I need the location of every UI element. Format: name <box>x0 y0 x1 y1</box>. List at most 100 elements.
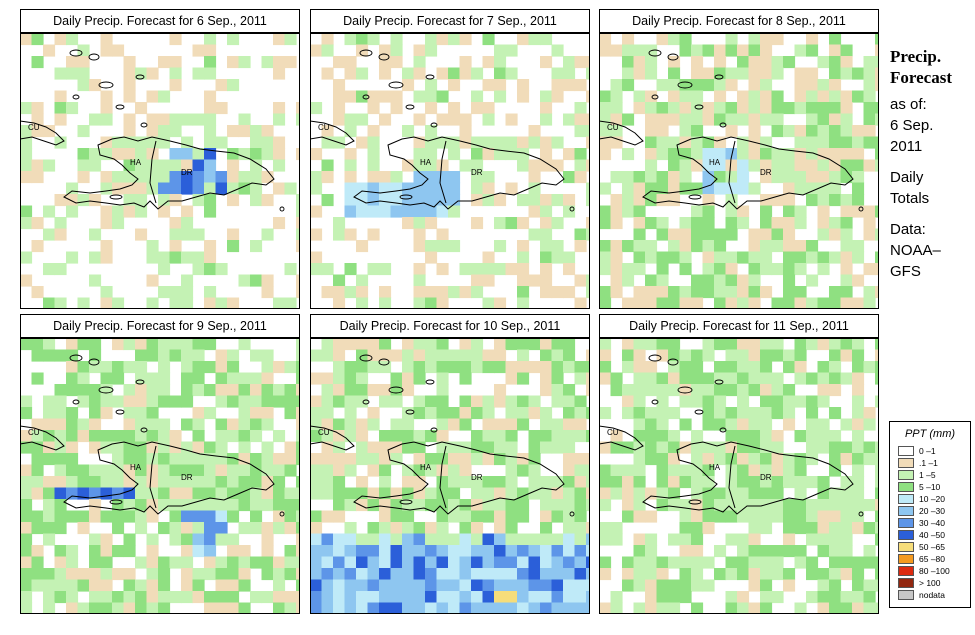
precip-cell <box>783 568 796 581</box>
precip-cell <box>645 453 658 466</box>
precip-cell <box>737 418 750 431</box>
precip-cell <box>517 591 530 604</box>
precip-cell <box>402 476 415 489</box>
precip-cell <box>471 136 484 149</box>
precip-cell <box>356 430 369 443</box>
precip-cell <box>261 545 274 558</box>
precip-cell <box>146 171 159 184</box>
precip-cell <box>482 56 495 69</box>
precip-cell <box>448 568 461 581</box>
precip-cell <box>356 545 369 558</box>
precip-cell <box>702 556 715 569</box>
legend-swatch <box>898 518 914 528</box>
precip-cell <box>494 487 507 500</box>
precip-cell <box>215 372 228 385</box>
precip-cell <box>436 90 449 103</box>
precip-cell <box>725 102 738 115</box>
precip-cell <box>367 384 380 397</box>
precip-cell <box>89 499 102 512</box>
legend-swatch <box>898 506 914 516</box>
precip-cell <box>379 44 392 57</box>
precip-cell <box>679 228 692 241</box>
precip-cell <box>725 159 738 172</box>
precip-cell <box>702 251 715 264</box>
precip-cell <box>181 113 194 126</box>
precip-cell <box>296 591 300 604</box>
precip-cell <box>656 395 669 408</box>
precip-cell <box>192 372 205 385</box>
precip-cell <box>356 384 369 397</box>
precip-cell <box>192 44 205 57</box>
precip-map: CU HA DR <box>599 338 879 614</box>
precip-cell <box>829 499 842 512</box>
precip-cell <box>402 384 415 397</box>
precip-cell <box>77 56 90 69</box>
precip-cell <box>875 136 879 149</box>
precip-cell <box>436 568 449 581</box>
precip-cell <box>310 579 323 592</box>
islet-outline <box>667 358 679 366</box>
precip-cell <box>321 430 334 443</box>
precip-cell <box>528 453 541 466</box>
precip-cell <box>215 171 228 184</box>
precip-cell <box>702 263 715 276</box>
precip-cell <box>563 441 576 454</box>
precip-cell <box>540 430 553 443</box>
precip-cell <box>760 510 773 523</box>
precip-cell <box>656 125 669 138</box>
precip-cell <box>296 349 300 362</box>
islet-outline <box>388 386 404 394</box>
precip-cell <box>586 591 590 604</box>
precip-cell <box>20 125 33 138</box>
precip-cell <box>425 568 438 581</box>
precip-cell <box>563 510 576 523</box>
precip-cell <box>54 453 67 466</box>
precip-cell <box>714 395 727 408</box>
precip-cell <box>413 349 426 362</box>
precip-cell <box>459 125 472 138</box>
precip-cell <box>204 182 217 195</box>
precip-cell <box>227 545 240 558</box>
precip-cell <box>633 217 646 230</box>
precip-cell <box>794 263 807 276</box>
precip-cell <box>31 338 44 351</box>
precip-cell <box>817 171 830 184</box>
precip-cell <box>494 361 507 374</box>
precip-cell <box>390 522 403 535</box>
precip-cell <box>158 136 171 149</box>
precip-cell <box>227 171 240 184</box>
precip-cell <box>356 418 369 431</box>
precip-cell <box>367 464 380 477</box>
precip-cell <box>505 407 518 420</box>
islet-outline <box>140 427 148 433</box>
precip-cell <box>540 384 553 397</box>
islet-outline <box>140 122 148 128</box>
precip-cell <box>344 384 357 397</box>
islet-outline <box>399 194 413 200</box>
precip-cell <box>310 545 323 558</box>
precip-cell <box>356 136 369 149</box>
precip-cell <box>840 533 853 546</box>
precip-cell <box>829 33 842 46</box>
precip-cell <box>551 568 564 581</box>
precip-cell <box>413 297 426 309</box>
precip-cell <box>459 533 472 546</box>
islet-outline <box>405 104 415 110</box>
precip-cell <box>840 194 853 207</box>
precip-cell <box>310 228 323 241</box>
precip-cell <box>356 361 369 374</box>
precip-cell <box>390 395 403 408</box>
precip-cell <box>783 297 796 309</box>
precip-cell <box>146 464 159 477</box>
precip-cell <box>852 384 865 397</box>
precip-cell <box>181 545 194 558</box>
islet-outline <box>694 104 704 110</box>
precip-cell <box>89 556 102 569</box>
precip-cell <box>310 182 323 195</box>
islet-outline <box>72 399 80 405</box>
precip-cell <box>425 251 438 264</box>
precip-cell <box>656 251 669 264</box>
precip-cell <box>425 297 438 309</box>
precip-cell <box>192 441 205 454</box>
